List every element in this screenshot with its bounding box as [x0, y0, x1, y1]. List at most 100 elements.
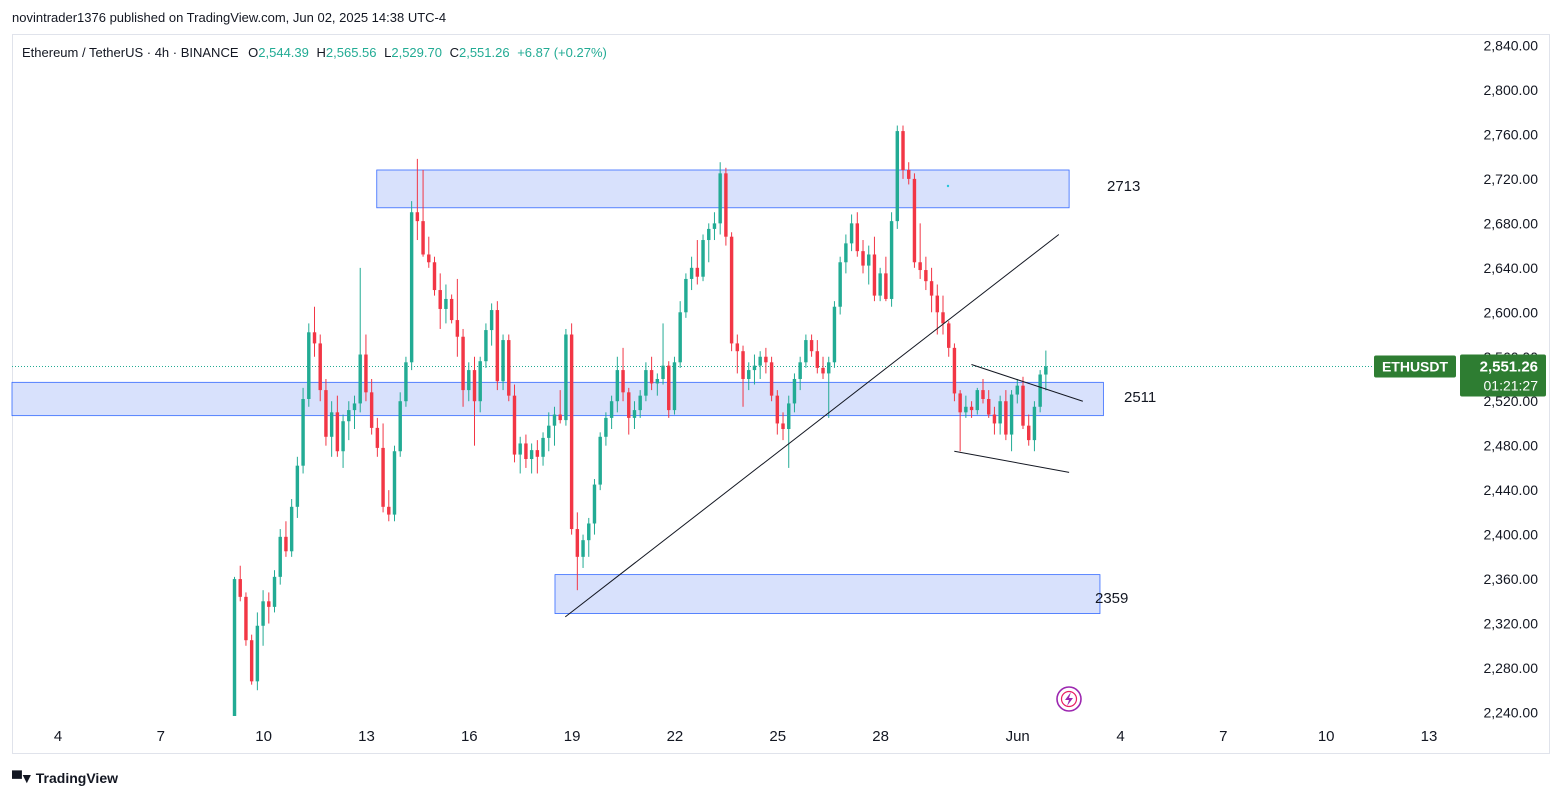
y-tick-label: 2,840.00: [1484, 38, 1539, 54]
candle-body: [821, 367, 825, 374]
x-tick-label: 10: [1318, 728, 1335, 745]
candle-body: [884, 273, 888, 299]
candle-body: [552, 414, 557, 426]
candle-body: [238, 579, 242, 597]
candle-body: [335, 412, 340, 452]
candle-body: [672, 362, 677, 411]
candle-body: [735, 343, 740, 352]
candle-body: [398, 401, 402, 452]
candle-body: [844, 243, 848, 263]
candle-body: [655, 378, 660, 384]
trendline: [564, 234, 1060, 618]
price-badge: [1460, 354, 1546, 397]
candle-body: [638, 395, 642, 411]
y-tick-label: 2,640.00: [1484, 260, 1539, 276]
candle-body: [809, 340, 814, 352]
y-tick-label: 2,800.00: [1484, 82, 1539, 98]
zone-2511: [11, 381, 1104, 417]
candle-body: [758, 356, 762, 366]
candle-body: [587, 523, 591, 541]
candle-body: [649, 370, 654, 384]
candle-body: [558, 414, 562, 421]
candle-body: [849, 223, 854, 244]
candle-body: [935, 295, 940, 313]
candle-body: [872, 254, 877, 296]
x-tick-label: 7: [1219, 728, 1227, 745]
zone-labels-layer: 2713 2511 2359: [1095, 178, 1156, 607]
legend-close: 2,551.26: [458, 45, 510, 60]
candle-body: [832, 306, 837, 363]
publisher-line: novintrader1376 published on TradingView…: [12, 10, 447, 25]
candle-body: [947, 323, 951, 348]
y-tick-label: 2,760.00: [1484, 126, 1539, 142]
candle-body: [918, 262, 922, 271]
candle-body: [524, 443, 528, 460]
legend-open-label: O: [248, 45, 259, 60]
candle-body: [621, 370, 625, 393]
candle-body: [627, 392, 631, 418]
candle-body: [769, 362, 774, 396]
candle-body: [1009, 394, 1014, 435]
legend-change: +6.87 (+0.27%): [517, 45, 607, 60]
candle-body: [415, 212, 420, 222]
price-badge-value: 2,551.26: [1480, 358, 1538, 375]
x-tick-label: 10: [255, 728, 272, 745]
candle-body: [432, 262, 437, 291]
candle-body: [307, 332, 311, 399]
candle-body: [775, 395, 780, 424]
candle-body: [484, 330, 488, 362]
candle-body: [924, 270, 928, 282]
candle-body: [729, 236, 734, 344]
candle-body: [278, 536, 282, 577]
candle-body: [929, 281, 934, 296]
candle-body: [267, 601, 271, 607]
marker-dot: [946, 184, 950, 188]
candle-body: [609, 401, 614, 418]
candle-body: [535, 450, 540, 457]
y-tick-label: 2,440.00: [1484, 482, 1539, 498]
legend-high: 2,565.56: [325, 45, 377, 60]
legend-symbol: Ethereum / TetherUS · 4h · BINANCE: [22, 45, 239, 60]
legend-open: 2,544.39: [258, 45, 309, 60]
countdown-label: 01:21:27: [1484, 377, 1539, 393]
candle-body: [827, 362, 831, 374]
candle-body: [792, 378, 797, 404]
replay-icon[interactable]: [1056, 686, 1082, 712]
price-axis: 2,240.00 2,280.00 2,320.00 2,360.00 2,400.00…: [1484, 38, 1539, 721]
candle-body: [901, 131, 905, 170]
candle-body: [867, 254, 871, 266]
candle-body: [701, 240, 705, 277]
candle-body: [1021, 385, 1025, 426]
candle-body: [284, 536, 288, 552]
candle-body: [495, 310, 500, 382]
candle-body: [575, 529, 580, 557]
candle-body: [724, 173, 728, 237]
candle-body: [427, 254, 431, 263]
tradingview-brand[interactable]: ▀▼ TradingView: [12, 770, 118, 786]
y-tick-label: 2,280.00: [1484, 660, 1539, 676]
candle-body: [261, 601, 265, 626]
candle-body: [461, 336, 465, 391]
candle-body: [569, 334, 574, 530]
candle-body: [387, 506, 391, 515]
y-tick-label: 2,400.00: [1484, 527, 1539, 543]
candle-body: [861, 251, 865, 266]
ticker-label: ETHUSDT: [1382, 358, 1449, 374]
candle-body: [444, 298, 448, 309]
candle-body: [941, 312, 945, 324]
candle-body: [689, 267, 694, 279]
x-tick-label: 7: [157, 728, 165, 745]
candle-body: [787, 403, 791, 430]
y-tick-label: 2,360.00: [1484, 571, 1539, 587]
candle-body: [324, 390, 328, 437]
x-tick-label: 4: [54, 728, 62, 745]
zone-label-2359: 2359: [1095, 590, 1128, 607]
candle-body: [232, 579, 237, 716]
candle-body: [804, 340, 808, 363]
candle-body: [964, 406, 968, 413]
y-tick-label: 2,320.00: [1484, 616, 1539, 632]
candle-body: [375, 427, 380, 448]
candle-body: [998, 401, 1002, 424]
y-tick-label: 2,520.00: [1484, 393, 1539, 409]
